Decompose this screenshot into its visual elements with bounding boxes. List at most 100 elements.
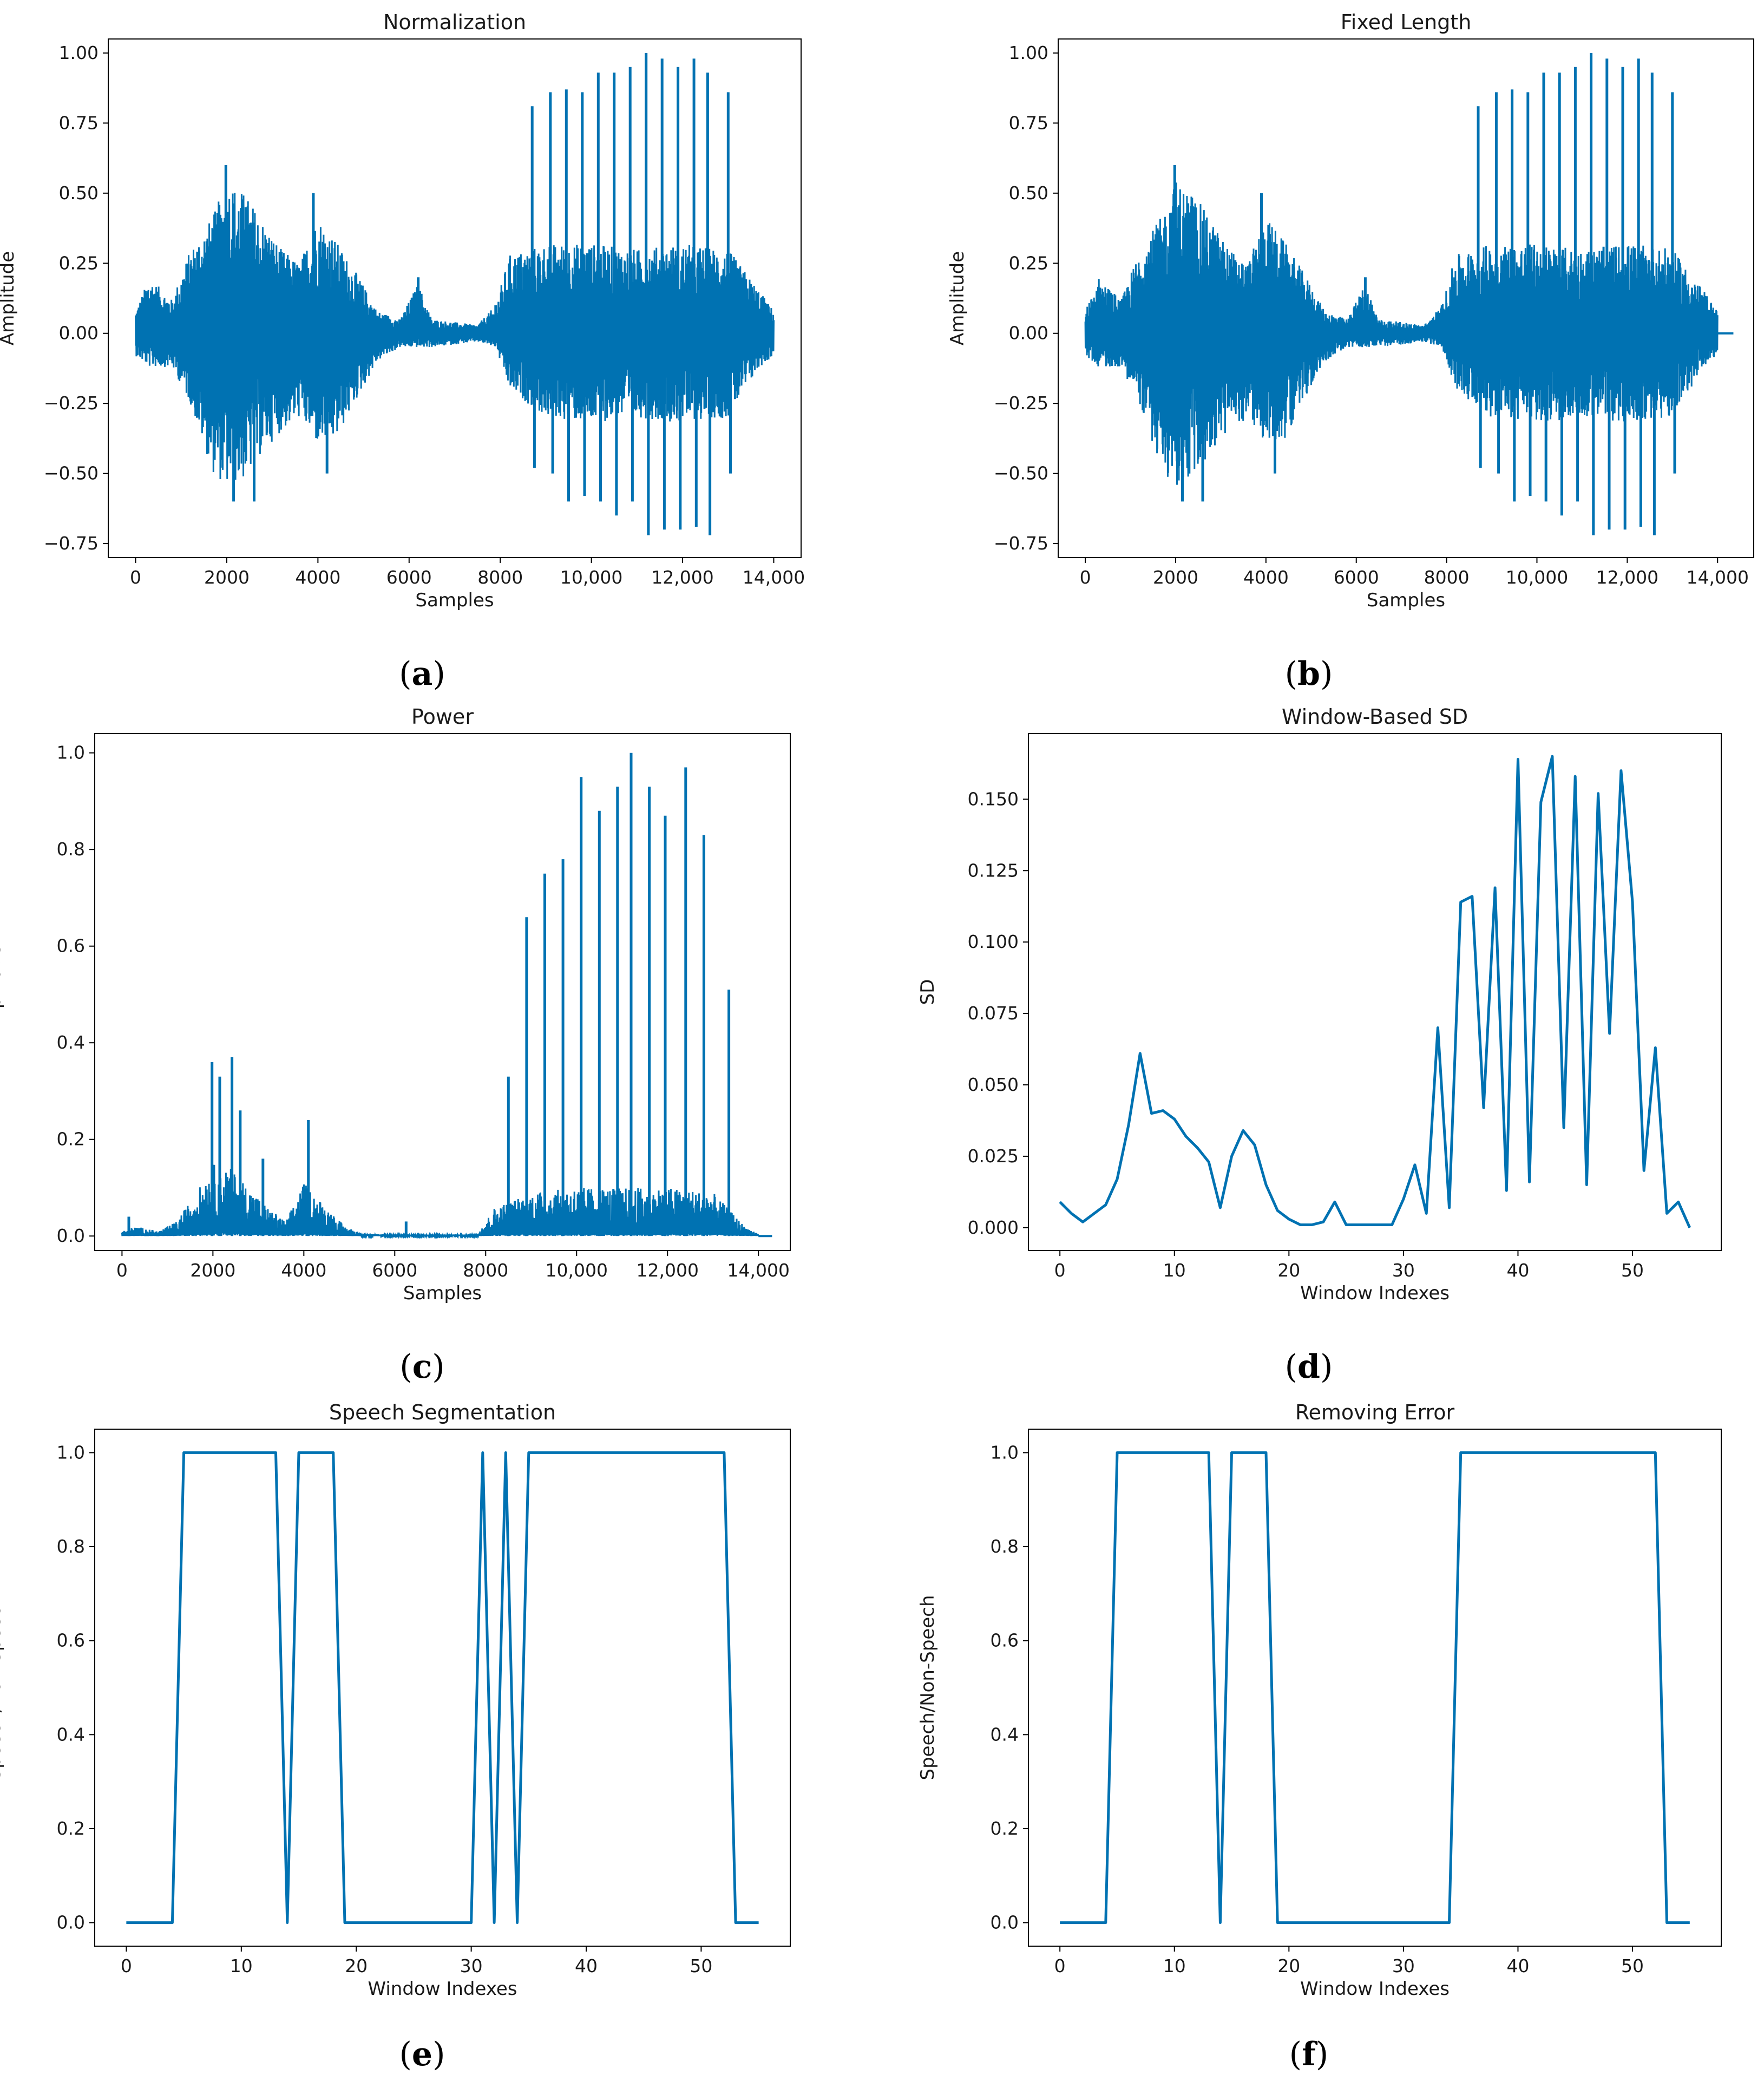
y-tick-label: 0.8 — [57, 1536, 85, 1557]
caption-close-paren: ) — [432, 1348, 444, 1386]
y-tick-label: 1.0 — [57, 1442, 85, 1463]
x-tick-label: 12,000 — [1596, 567, 1658, 588]
y-tick-label: 1.00 — [1009, 42, 1048, 63]
x-tick-label: 4000 — [295, 567, 340, 588]
x-tick-label: 30 — [460, 1955, 483, 1976]
x-tick-label: 10,000 — [560, 567, 622, 588]
caption-open-paren: ( — [1289, 2035, 1302, 2073]
y-tick-label: 0.2 — [57, 1818, 85, 1839]
caption-open-paren: ( — [399, 2035, 411, 2073]
caption-letter: d — [1297, 1348, 1320, 1386]
plot-area — [1059, 755, 1691, 1228]
y-tick-label: 0.6 — [57, 1630, 85, 1651]
caption-open-paren: ( — [1285, 655, 1297, 693]
chart-title: Speech Segmentation — [329, 1400, 556, 1424]
chart-panel-e: 0 10 20 30 40 50 0.0 0.2 0.4 0.6 0.8 1.0 Speech Segm… — [0, 1400, 791, 2073]
y-tick-label: 0.100 — [968, 931, 1019, 952]
x-tick-label: 50 — [1621, 1260, 1644, 1281]
axes-frame — [1058, 38, 1754, 558]
y-tick-label: 0.75 — [1009, 112, 1048, 133]
x-tick-label: 30 — [1392, 1260, 1415, 1281]
x-tick-label: 4000 — [281, 1260, 326, 1281]
x-tick-label: 0 — [1080, 567, 1091, 588]
y-tick-label: 0.00 — [1009, 323, 1048, 344]
axes-frame — [94, 733, 791, 1251]
x-tick-label: 30 — [1392, 1955, 1415, 1976]
caption-letter: c — [412, 1348, 432, 1386]
y-tick-label: 0.075 — [968, 1003, 1019, 1024]
y-tick-label: −0.75 — [44, 533, 99, 554]
plot-area — [135, 53, 775, 535]
waveform-line — [135, 193, 775, 480]
caption-close-paren: ) — [1316, 2035, 1328, 2073]
waveform-line — [1084, 182, 1719, 485]
y-tick-label: −0.25 — [994, 392, 1048, 414]
y-tick-label: 0.4 — [991, 1724, 1019, 1745]
y-tick-label: −0.75 — [994, 533, 1048, 554]
x-axis-label: Samples — [415, 590, 494, 611]
chart-panel-d: 0 10 20 30 40 50 0.000 0.025 0.050 0.075 0.100 0.12… — [917, 705, 1722, 1386]
power-line — [121, 1164, 759, 1240]
x-tick-label: 6000 — [372, 1260, 417, 1281]
x-tick-label: 10 — [230, 1955, 253, 1976]
x-tick-label: 40 — [1506, 1955, 1529, 1976]
caption-open-paren: ( — [399, 1348, 412, 1386]
caption-letter: e — [412, 2035, 432, 2073]
caption-close-paren: ) — [1320, 1348, 1333, 1386]
y-tick-label: 0.50 — [1009, 182, 1048, 204]
panel-caption: (d) — [1285, 1348, 1333, 1386]
y-tick-label: 0.2 — [991, 1818, 1019, 1839]
plot-area — [126, 1451, 759, 1925]
chart-panel-b: 0 2000 4000 6000 8000 10,000 12,000 14,000 −0.75… — [947, 10, 1754, 693]
y-tick-label: 0.6 — [57, 935, 85, 957]
y-tick-label: 1.0 — [991, 1442, 1019, 1463]
caption-letter: b — [1297, 655, 1320, 693]
y-tick-label: 0.0 — [57, 1225, 85, 1246]
axes-frame — [108, 38, 802, 558]
x-tick-label: 40 — [1506, 1260, 1529, 1281]
plot-area — [121, 752, 772, 1240]
x-axis-label: Window Indexes — [1300, 1978, 1450, 2000]
series-line — [1060, 1451, 1690, 1925]
panel-caption: (c) — [399, 1348, 444, 1386]
caption-letter: a — [412, 655, 433, 693]
y-tick-label: 0.125 — [968, 860, 1019, 881]
x-tick-label: 0 — [116, 1260, 128, 1281]
y-axis-label: Amplitude — [0, 251, 18, 345]
chart-panel-c: 0 2000 4000 6000 8000 10,000 12,000 14,000 0.0 0.… — [0, 705, 791, 1386]
x-axis-label: Window Indexes — [368, 1978, 517, 2000]
y-tick-label: 0.025 — [968, 1145, 1019, 1167]
y-tick-label: 0.8 — [57, 839, 85, 860]
x-tick-label: 50 — [1621, 1955, 1644, 1976]
plot-area — [1060, 1451, 1690, 1925]
chart-title: Normalization — [383, 10, 526, 34]
x-tick-label: 6000 — [386, 567, 432, 588]
y-tick-label: 0.50 — [59, 182, 99, 204]
y-axis-label: Amplitude — [0, 945, 5, 1039]
y-tick-label: 1.00 — [59, 42, 99, 63]
x-tick-label: 0 — [1054, 1260, 1066, 1281]
x-tick-label: 20 — [1277, 1955, 1300, 1976]
chart-title: Removing Error — [1295, 1400, 1455, 1424]
y-axis-label: Speech/Non-Speech — [917, 1595, 939, 1781]
x-tick-label: 10 — [1163, 1260, 1186, 1281]
x-tick-label: 12,000 — [651, 567, 713, 588]
x-tick-label: 20 — [1277, 1260, 1300, 1281]
caption-open-paren: ( — [1285, 1348, 1297, 1386]
x-tick-label: 6000 — [1334, 567, 1379, 588]
chart-title: Power — [411, 705, 474, 729]
y-tick-label: 0.0 — [991, 1912, 1019, 1933]
x-tick-label: 2000 — [204, 567, 250, 588]
x-tick-label: 8000 — [1424, 567, 1470, 588]
series-line — [1059, 755, 1691, 1228]
y-tick-label: 0.6 — [991, 1630, 1019, 1651]
x-tick-label: 0 — [121, 1955, 132, 1976]
y-tick-label: 0.2 — [57, 1129, 85, 1150]
caption-close-paren: ) — [1320, 655, 1333, 693]
y-tick-label: 0.4 — [57, 1032, 85, 1053]
x-tick-label: 40 — [575, 1955, 598, 1976]
y-tick-label: −0.50 — [44, 463, 99, 484]
x-tick-label: 10,000 — [546, 1260, 608, 1281]
panel-caption: (b) — [1285, 655, 1333, 693]
y-tick-label: 0.00 — [59, 323, 99, 344]
